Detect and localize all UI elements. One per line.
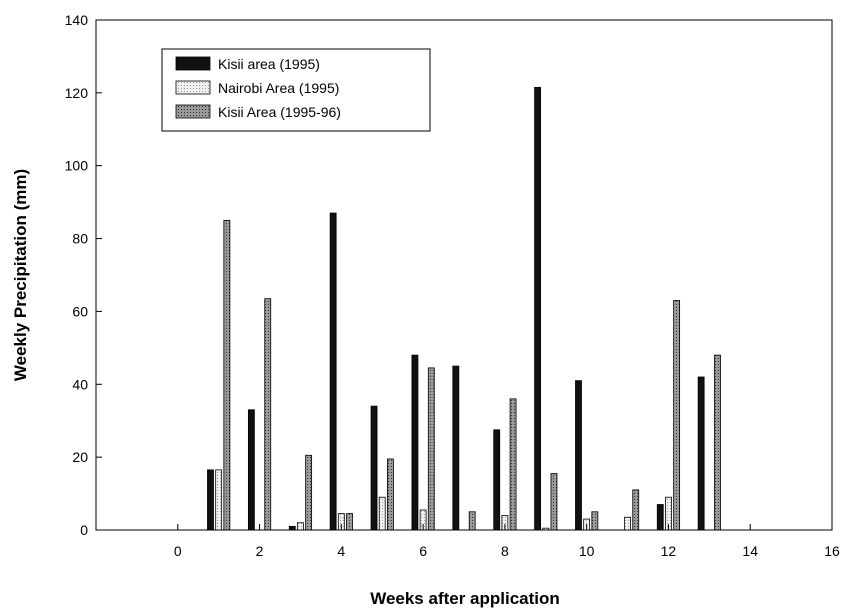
legend-label-1: Kisii area (1995) <box>218 56 320 72</box>
bar-series1-1 <box>207 469 214 531</box>
bar-series3-7 <box>468 511 476 531</box>
x-tick-label: 6 <box>419 543 427 559</box>
bar-series3-4 <box>346 513 353 531</box>
bar-series1-3 <box>288 525 296 531</box>
bar-series1-12 <box>697 376 705 531</box>
legend: Kisii area (1995) Nairobi Area (1995) Kisi… <box>161 48 431 132</box>
axes-layer: 0 20 40 60 80 100 120 140 0 2 4 6 8 10 12 14 16 <box>65 12 840 559</box>
x-tick-label: 16 <box>824 543 840 559</box>
x-tick-label: 10 <box>579 543 595 559</box>
bar-series3-9 <box>550 473 558 531</box>
bar-series3-3 <box>305 454 313 531</box>
x-tick-label: 12 <box>661 543 677 559</box>
bar-series1-2 <box>247 409 255 531</box>
legend-swatch-3 <box>175 104 211 119</box>
bar-series3-11 <box>632 489 640 531</box>
y-axis-label: Weekly Precipitation (mm) <box>11 169 30 381</box>
bar-series2-7 <box>542 527 550 531</box>
y-tick-label: 0 <box>80 522 88 538</box>
legend-swatch-2 <box>175 80 211 95</box>
x-tick-label: 8 <box>501 543 509 559</box>
y-tick-label: 120 <box>65 85 89 101</box>
y-tick-label: 20 <box>72 449 88 465</box>
legend-label-3: Kisii Area (1995-96) <box>218 104 341 120</box>
bar-series1-6 <box>411 354 419 531</box>
bar-series2-4 <box>378 496 386 531</box>
plot-area <box>95 19 833 531</box>
x-tick-label: 2 <box>256 543 264 559</box>
x-axis-label: Weeks after application <box>370 589 560 608</box>
y-tick-label: 140 <box>65 12 89 28</box>
x-tick-label: 0 <box>174 543 182 559</box>
bars-layer <box>207 86 721 531</box>
bar-series2-1 <box>215 469 223 531</box>
bar-series1-5 <box>370 405 378 531</box>
bar-series1-10 <box>575 380 582 531</box>
bar-series1-4 <box>329 212 337 531</box>
bar-series2-2 <box>297 522 304 531</box>
y-tick-label: 40 <box>72 376 88 392</box>
bar-series2-9 <box>624 516 631 531</box>
y-tick-label: 100 <box>65 158 89 174</box>
x-tick-label: 14 <box>742 543 758 559</box>
x-tick-label: 4 <box>337 543 345 559</box>
bar-series3-1 <box>223 219 231 531</box>
bar-series3-6 <box>427 367 435 531</box>
legend-label-2: Nairobi Area (1995) <box>218 80 339 96</box>
bar-series3-10 <box>591 511 599 531</box>
bar-series3-13 <box>714 354 721 531</box>
plot-frame <box>95 19 833 531</box>
bar-series3-8 <box>509 398 517 531</box>
bar-series3-12 <box>673 300 681 531</box>
y-tick-label: 60 <box>72 303 88 319</box>
bar-series3-5 <box>386 458 394 531</box>
bar-series1-9 <box>534 86 541 531</box>
bar-series1-7 <box>452 365 460 531</box>
bar-series1-11 <box>656 504 664 531</box>
legend-swatch-1 <box>175 56 211 71</box>
y-tick-label: 80 <box>72 231 88 247</box>
bar-series1-8 <box>493 429 501 531</box>
bar-series3-2 <box>264 298 272 531</box>
